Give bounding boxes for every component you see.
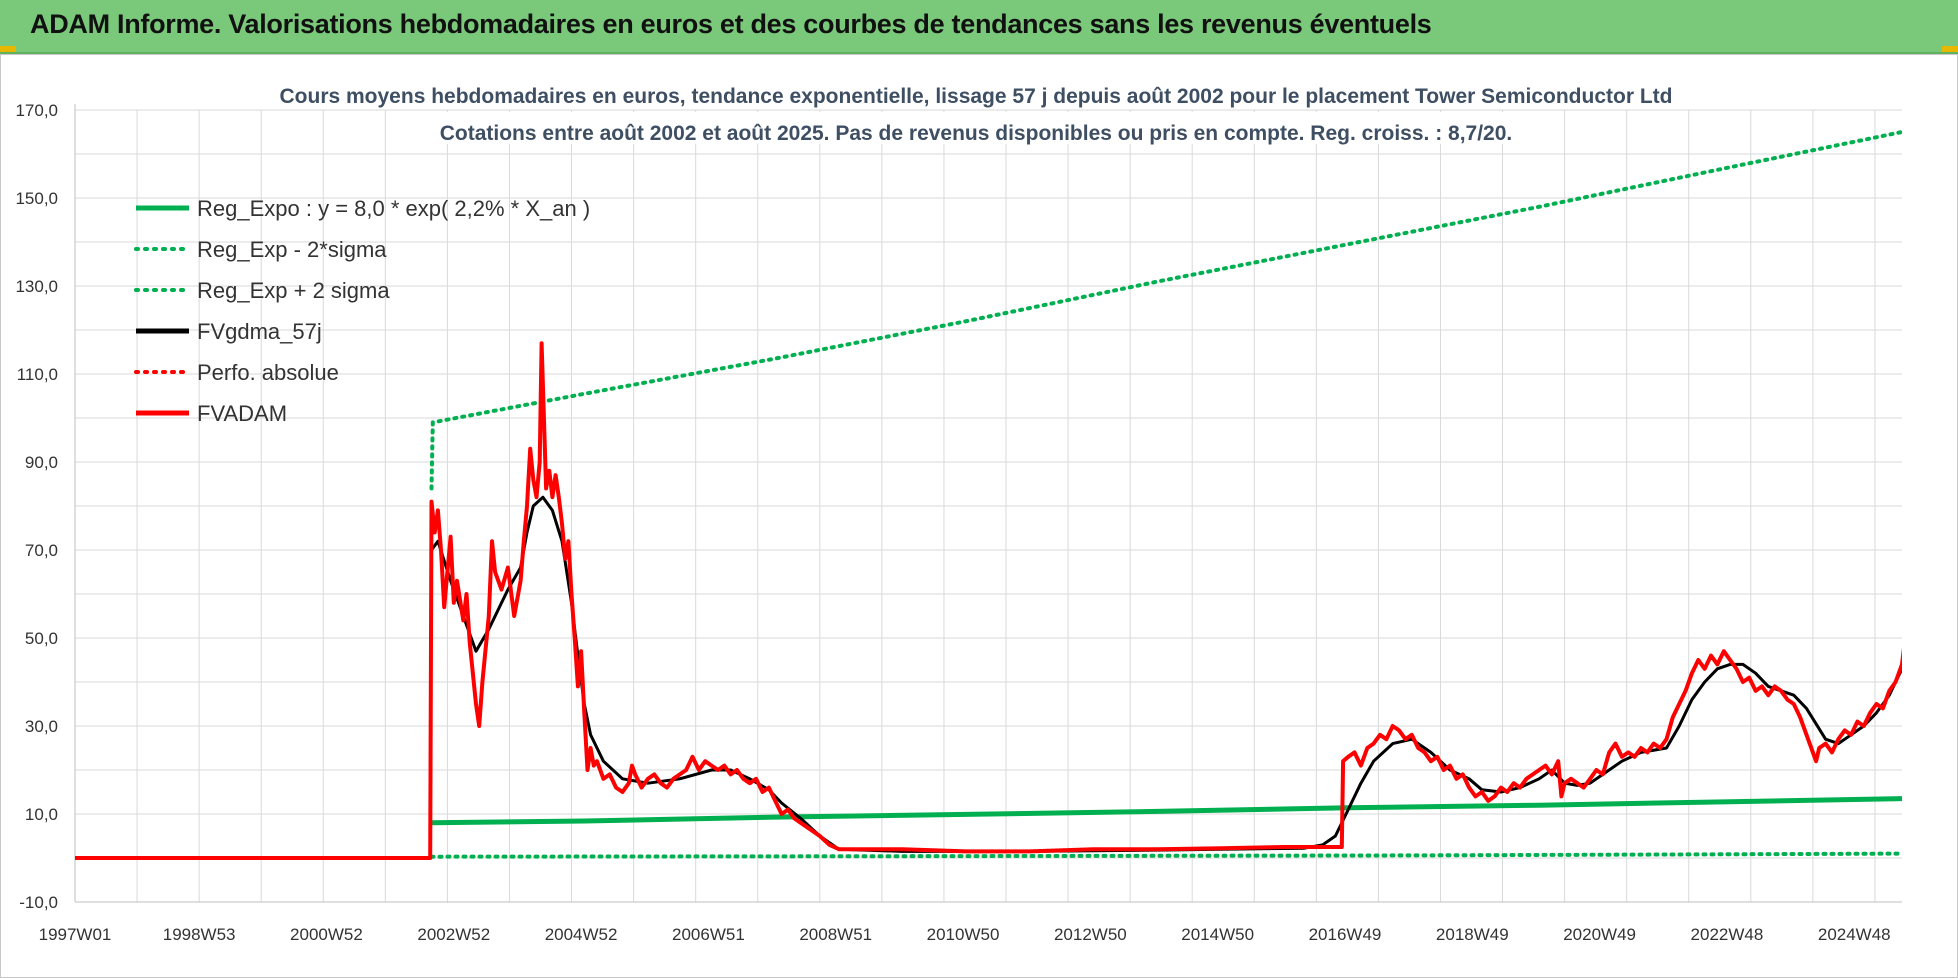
legend-label: Reg_Exp - 2*sigma <box>197 237 387 262</box>
series-line-2 <box>429 130 1902 491</box>
x-tick-label: 1997W01 <box>39 925 112 944</box>
chart-legend: Reg_Expo : y = 8,0 * exp( 2,2% * X_an ) R… <box>134 196 590 426</box>
y-tick-label: 90,0 <box>25 453 58 472</box>
chart-series-group <box>75 130 1902 860</box>
x-tick-label: 2020W49 <box>1563 925 1636 944</box>
chart-subtitle: Cotations entre août 2002 et août 2025. … <box>440 122 1513 145</box>
series-line-5 <box>75 341 1902 860</box>
x-tick-label: 2002W52 <box>417 925 490 944</box>
chart-grid <box>74 104 1902 903</box>
x-tick-label: 2024W48 <box>1818 925 1891 944</box>
legend-label: FVADAM <box>197 401 287 426</box>
page-title: ADAM Informe. Valorisations hebdomadaire… <box>30 9 1432 39</box>
y-tick-label: 170,0 <box>15 101 58 120</box>
legend-label: FVgdma_57j <box>197 319 322 344</box>
corner-accent-left <box>0 46 16 52</box>
x-tick-label: 1998W53 <box>163 925 236 944</box>
x-tick-label: 2010W50 <box>927 925 1000 944</box>
chart-titles: Cours moyens hebdomadaires en euros, ten… <box>245 78 1705 145</box>
y-tick-label: 30,0 <box>25 717 58 736</box>
x-tick-label: 2006W51 <box>672 925 745 944</box>
header-banner: ADAM Informe. Valorisations hebdomadaire… <box>0 0 1958 54</box>
y-tick-label: -10,0 <box>19 893 58 912</box>
chart-tick-labels: 170,0 150,0 130,0 110,0 90,0 70,0 50,0 30,0 10,0… <box>15 101 1890 944</box>
x-tick-label: 2008W51 <box>799 925 872 944</box>
y-tick-label: 10,0 <box>25 805 58 824</box>
x-tick-label: 2022W48 <box>1691 925 1764 944</box>
y-tick-label: 150,0 <box>15 189 58 208</box>
series-line-1 <box>429 851 1902 859</box>
subtitle-backdrop <box>410 112 1550 144</box>
legend-label: Perfo. absolue <box>197 360 339 385</box>
y-tick-label: 50,0 <box>25 629 58 648</box>
chart-title: Cours moyens hebdomadaires en euros, ten… <box>280 85 1673 108</box>
x-tick-label: 2000W52 <box>290 925 363 944</box>
series-line-3 <box>75 495 1902 860</box>
y-tick-label: 110,0 <box>17 365 58 384</box>
corner-accent-right <box>1942 46 1958 52</box>
legend-label: Reg_Exp + 2 sigma <box>197 278 390 303</box>
x-tick-label: 2016W49 <box>1309 925 1382 944</box>
x-tick-label: 2018W49 <box>1436 925 1509 944</box>
y-tick-label: 70,0 <box>25 541 58 560</box>
series-line-0 <box>431 796 1902 826</box>
y-tick-label: 130,0 <box>15 277 58 296</box>
x-tick-label: 2012W50 <box>1054 925 1127 944</box>
legend-label: Reg_Expo : y = 8,0 * exp( 2,2% * X_an ) <box>197 196 590 221</box>
title-backdrop <box>245 78 1705 108</box>
x-tick-label: 2004W52 <box>545 925 618 944</box>
x-tick-label: 2014W50 <box>1181 925 1254 944</box>
